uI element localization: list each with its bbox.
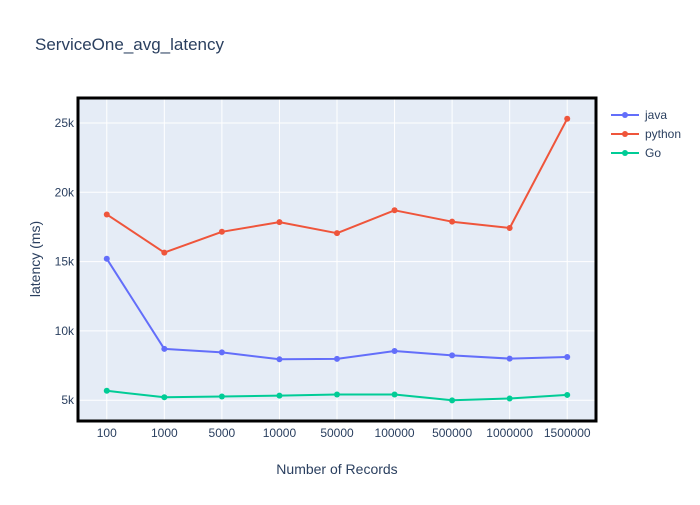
y-axis-ticks: 5k 10k 15k 20k 25k bbox=[55, 116, 75, 407]
x-tick-label: 100000 bbox=[375, 426, 415, 440]
data-point-java[interactable] bbox=[506, 355, 513, 362]
data-point-java[interactable] bbox=[449, 352, 456, 359]
x-tick-label: 50000 bbox=[320, 426, 354, 440]
y-axis-title: latency (ms) bbox=[27, 221, 43, 297]
y-tick-label: 25k bbox=[55, 116, 75, 130]
series-go[interactable] bbox=[103, 387, 571, 404]
y-tick-label: 5k bbox=[61, 393, 75, 407]
data-point-go[interactable] bbox=[218, 393, 225, 400]
legend-label: Go bbox=[645, 146, 661, 160]
x-axis-ticks: 100 1000 5000 10000 50000 100000 500000 1000000… bbox=[97, 426, 591, 440]
legend-marker bbox=[622, 150, 628, 156]
x-tick-label: 500000 bbox=[432, 426, 472, 440]
legend-marker bbox=[622, 131, 628, 137]
data-point-go[interactable] bbox=[506, 395, 513, 402]
data-point-java[interactable] bbox=[334, 355, 340, 362]
data-point-python[interactable] bbox=[564, 115, 571, 122]
legend[interactable]: java python Go bbox=[611, 108, 681, 160]
plot-border bbox=[76, 96, 598, 423]
data-point-go[interactable] bbox=[391, 391, 398, 398]
data-point-java[interactable] bbox=[103, 255, 110, 262]
data-point-go[interactable] bbox=[564, 391, 571, 398]
data-point-python[interactable] bbox=[334, 230, 340, 237]
chart-title: ServiceOne_avg_latency bbox=[35, 35, 225, 54]
data-point-go[interactable] bbox=[449, 397, 456, 404]
gridlines bbox=[78, 98, 596, 421]
data-point-python[interactable] bbox=[449, 218, 456, 225]
data-point-go[interactable] bbox=[276, 392, 283, 399]
data-point-java[interactable] bbox=[218, 349, 225, 356]
x-tick-label: 1000000 bbox=[486, 426, 533, 440]
data-point-python[interactable] bbox=[276, 219, 283, 226]
legend-item-java[interactable]: java bbox=[611, 108, 667, 122]
data-point-go[interactable] bbox=[161, 394, 168, 401]
data-point-java[interactable] bbox=[391, 347, 398, 354]
x-axis-title: Number of Records bbox=[276, 461, 397, 477]
x-tick-label: 1000 bbox=[151, 426, 178, 440]
y-tick-label: 20k bbox=[55, 185, 75, 199]
data-point-python[interactable] bbox=[391, 207, 398, 214]
y-tick-label: 15k bbox=[55, 255, 75, 269]
legend-label: java bbox=[644, 108, 667, 122]
data-point-java[interactable] bbox=[564, 353, 571, 360]
legend-marker bbox=[622, 112, 628, 118]
x-tick-label: 100 bbox=[97, 426, 117, 440]
series-java[interactable] bbox=[103, 255, 571, 363]
series-python[interactable] bbox=[103, 115, 571, 256]
legend-label: python bbox=[645, 127, 681, 141]
y-tick-label: 10k bbox=[55, 324, 75, 338]
data-point-python[interactable] bbox=[161, 249, 168, 256]
x-tick-label: 1500000 bbox=[544, 426, 591, 440]
data-point-java[interactable] bbox=[276, 356, 283, 363]
data-point-go[interactable] bbox=[334, 391, 340, 398]
data-point-python[interactable] bbox=[103, 211, 110, 218]
data-point-python[interactable] bbox=[218, 228, 225, 235]
legend-item-python[interactable]: python bbox=[611, 127, 681, 141]
data-point-go[interactable] bbox=[103, 387, 110, 394]
x-tick-label: 10000 bbox=[263, 426, 297, 440]
data-point-java[interactable] bbox=[161, 345, 168, 352]
legend-item-go[interactable]: Go bbox=[611, 146, 661, 160]
series-layer[interactable] bbox=[103, 115, 571, 404]
data-point-python[interactable] bbox=[506, 225, 513, 232]
x-tick-label: 5000 bbox=[209, 426, 236, 440]
